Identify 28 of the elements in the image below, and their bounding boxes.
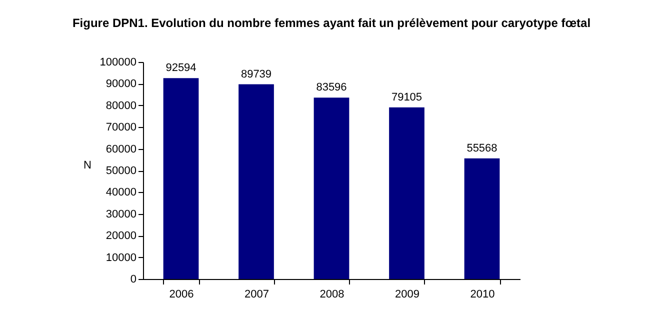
bar xyxy=(464,158,500,279)
data-label: 83596 xyxy=(316,82,347,94)
data-label: 89739 xyxy=(240,68,272,80)
data-label: 79105 xyxy=(391,91,422,104)
bar xyxy=(314,98,350,279)
x-tick-label: 2010 xyxy=(470,288,495,300)
x-tick-label: 2006 xyxy=(169,288,194,300)
chart-title: Figure DPN1. Evolution du nombre femmes ayant fait un prélèvement pour caryotype fœtal xyxy=(72,16,591,30)
data-label: 55568 xyxy=(466,142,498,154)
y-tick-label: 20000 xyxy=(106,230,136,242)
y-axis-title: N xyxy=(84,160,92,172)
y-tick-label: 90000 xyxy=(106,78,136,90)
bar xyxy=(163,78,199,279)
y-tick-label: 40000 xyxy=(106,186,136,199)
y-tick-label: 80000 xyxy=(106,100,136,112)
y-tick-label: 100000 xyxy=(100,56,136,68)
x-tick-label: 2008 xyxy=(320,288,344,300)
x-tick-label: 2007 xyxy=(244,288,269,300)
y-tick-label: 60000 xyxy=(106,143,136,156)
y-tick-label: 30000 xyxy=(106,208,136,220)
y-tick-label: 70000 xyxy=(106,122,136,134)
x-tick-label: 2009 xyxy=(395,288,420,300)
data-label: 92594 xyxy=(166,62,196,74)
y-tick-label: 50000 xyxy=(106,165,136,177)
bar xyxy=(389,107,424,279)
bar xyxy=(238,84,274,279)
y-tick-label: 10000 xyxy=(106,252,136,264)
y-tick-label: 0 xyxy=(130,274,136,286)
